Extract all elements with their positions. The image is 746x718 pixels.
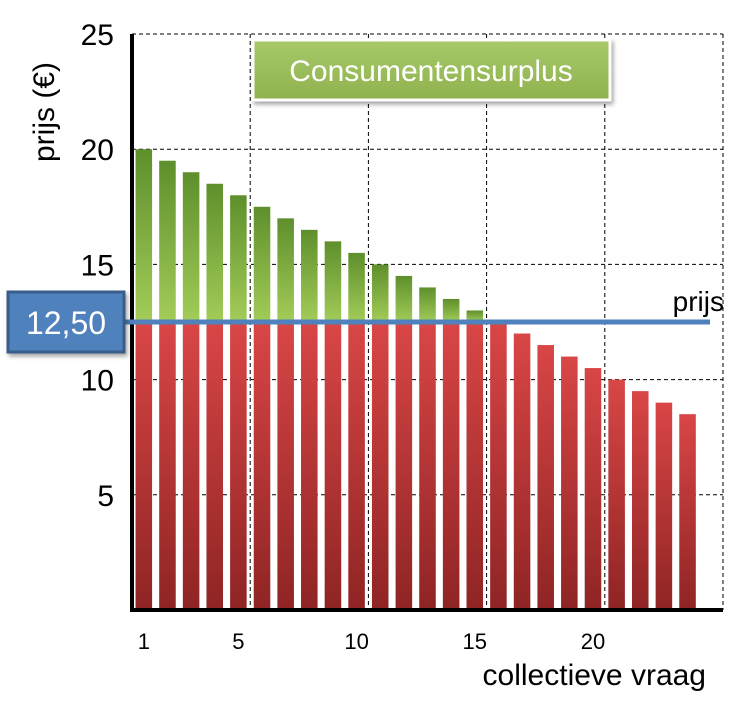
price-segment [324, 322, 342, 610]
x-tick-label: 15 [463, 629, 487, 654]
surplus-segment [182, 172, 200, 322]
surplus-segment [301, 229, 318, 322]
bar [466, 310, 484, 610]
y-axis-title: prijs (€) [28, 62, 61, 162]
price-segment [395, 322, 413, 610]
bar [608, 379, 625, 610]
x-tick-label: 10 [344, 629, 368, 654]
bar [679, 414, 696, 610]
bar [182, 172, 200, 610]
surplus-segment [159, 160, 176, 322]
y-tick-label: 10 [81, 365, 114, 398]
bar [324, 241, 342, 610]
surplus-segment [206, 183, 224, 322]
surplus-segment [277, 218, 294, 322]
surplus-segment [348, 252, 365, 322]
bar [301, 229, 318, 610]
bar [655, 402, 673, 610]
price-segment [561, 356, 578, 610]
y-tick-label: 5 [97, 480, 114, 513]
price-segment [537, 345, 554, 610]
bar [159, 160, 176, 610]
price-segment [584, 368, 602, 610]
bar [561, 356, 578, 610]
x-tick-label: 5 [232, 629, 244, 654]
surplus-segment [135, 149, 153, 322]
surplus-segment [395, 275, 413, 322]
y-tick-label: 25 [81, 19, 114, 52]
surplus-segment [324, 241, 342, 322]
bar [537, 345, 554, 610]
price-segment [277, 322, 294, 610]
bar [513, 333, 531, 610]
x-tick-label: 1 [138, 629, 150, 654]
price-segment [348, 322, 365, 610]
price-segment [301, 322, 318, 610]
bar [348, 252, 365, 610]
bar [135, 149, 153, 610]
y-tick-label: 20 [81, 134, 114, 167]
price-segment [230, 322, 247, 610]
price-segment [513, 333, 531, 610]
price-badge: 12,50 [6, 290, 126, 354]
price-value: 12,50 [26, 305, 106, 341]
price-segment [608, 379, 625, 610]
x-tick-label: 20 [581, 629, 605, 654]
bar [631, 391, 649, 610]
price-segment [135, 322, 153, 610]
bar [230, 195, 247, 610]
surplus-segment [371, 264, 389, 322]
bar [371, 264, 389, 610]
y-tick-labels: 5 10 15 20 25 [81, 19, 114, 513]
bars [135, 149, 696, 610]
price-segment [159, 322, 176, 610]
bar [490, 322, 507, 610]
legend-label: Consumentensurplus [289, 55, 573, 88]
price-segment [466, 322, 484, 610]
price-segment [371, 322, 389, 610]
x-axis-title: collectieve vraag [483, 659, 706, 692]
bar [395, 275, 413, 610]
surplus-segment [253, 206, 271, 322]
surplus-segment [466, 310, 484, 322]
bar [442, 298, 460, 610]
price-segment [419, 322, 436, 610]
bar [419, 287, 436, 610]
price-segment [631, 391, 649, 610]
bar [584, 368, 602, 610]
x-tick-labels: 1 5 10 15 20 [138, 629, 606, 654]
price-segment [490, 322, 507, 610]
price-segment [182, 322, 200, 610]
bar [206, 183, 224, 610]
legend: Consumentensurplus [251, 38, 612, 102]
price-badge-box [6, 290, 126, 354]
price-segment [679, 414, 696, 610]
surplus-segment [442, 298, 460, 322]
y-tick-label: 15 [81, 249, 114, 282]
price-segment [206, 322, 224, 610]
surplus-segment [230, 195, 247, 322]
price-segment [442, 322, 460, 610]
legend-box [251, 38, 612, 102]
bar [277, 218, 294, 610]
surplus-segment [419, 287, 436, 322]
price-segment [253, 322, 271, 610]
bar [253, 206, 271, 610]
price-line-label: prijs [673, 286, 724, 317]
price-segment [655, 402, 673, 610]
